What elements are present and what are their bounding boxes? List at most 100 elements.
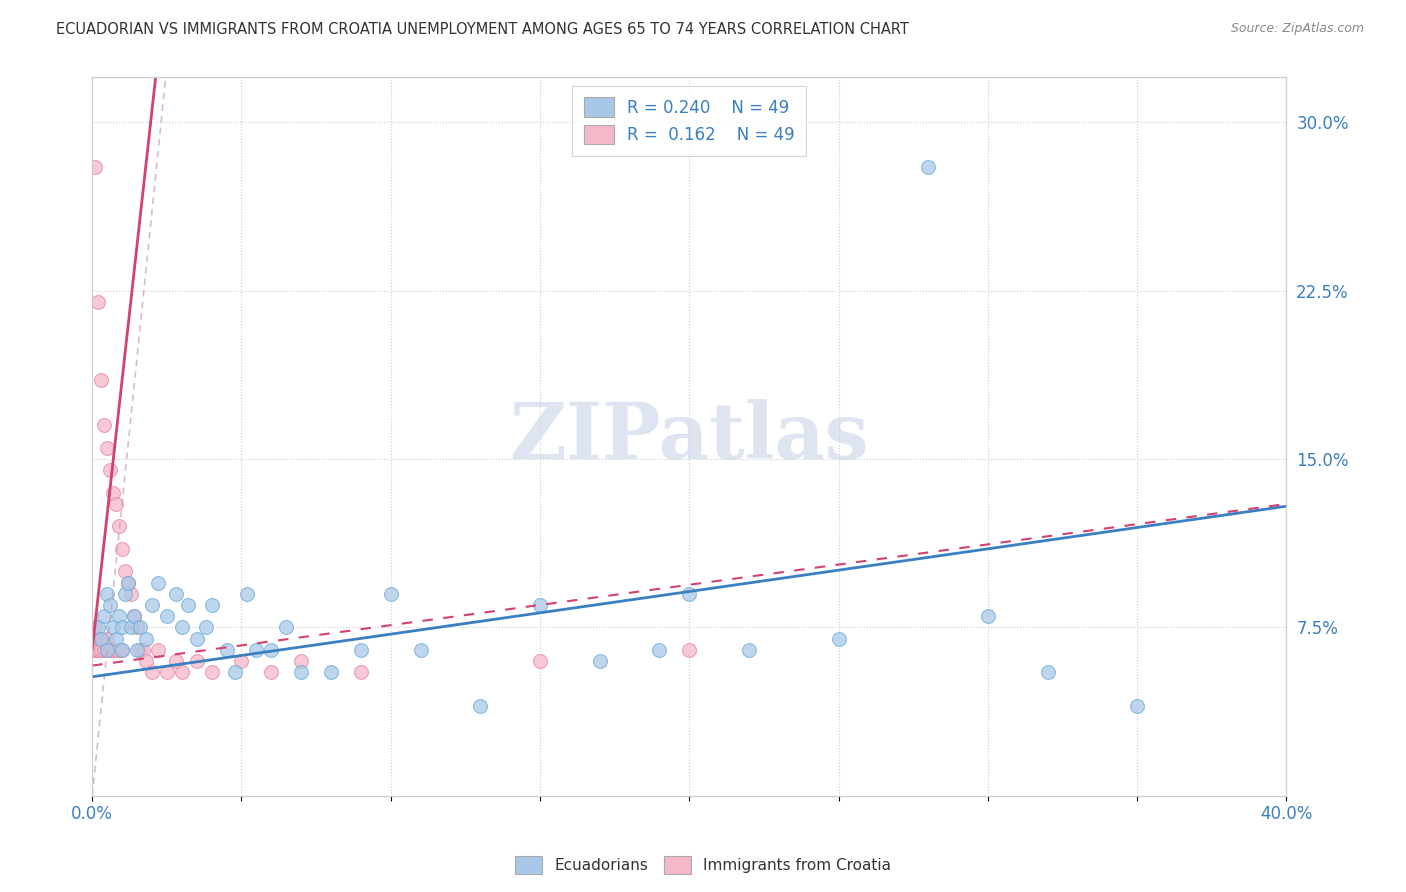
Point bbox=[114, 564, 136, 578]
Point bbox=[165, 587, 187, 601]
Point bbox=[678, 587, 700, 601]
Point bbox=[82, 632, 104, 646]
Point bbox=[135, 654, 157, 668]
Point bbox=[186, 632, 208, 646]
Point bbox=[108, 519, 131, 533]
Point bbox=[98, 643, 121, 657]
Point bbox=[90, 632, 112, 646]
Point bbox=[129, 643, 152, 657]
Point bbox=[105, 643, 128, 657]
Point bbox=[165, 654, 187, 668]
Point bbox=[90, 643, 112, 657]
Point bbox=[98, 598, 121, 612]
Point bbox=[1036, 665, 1059, 680]
Point bbox=[122, 609, 145, 624]
Point bbox=[125, 620, 148, 634]
Point bbox=[93, 643, 115, 657]
Point bbox=[87, 632, 110, 646]
Legend: Ecuadorians, Immigrants from Croatia: Ecuadorians, Immigrants from Croatia bbox=[509, 850, 897, 880]
Point bbox=[96, 643, 118, 657]
Point bbox=[87, 294, 110, 309]
Point bbox=[589, 654, 612, 668]
Point bbox=[111, 643, 134, 657]
Point bbox=[125, 643, 148, 657]
Point bbox=[827, 632, 849, 646]
Point bbox=[111, 620, 134, 634]
Point bbox=[678, 643, 700, 657]
Point bbox=[84, 160, 107, 174]
Point bbox=[101, 643, 124, 657]
Point bbox=[129, 620, 152, 634]
Point bbox=[260, 665, 283, 680]
Point bbox=[87, 643, 110, 657]
Point bbox=[146, 575, 169, 590]
Point bbox=[98, 463, 121, 477]
Text: Source: ZipAtlas.com: Source: ZipAtlas.com bbox=[1230, 22, 1364, 36]
Point bbox=[738, 643, 761, 657]
Point bbox=[201, 665, 224, 680]
Point bbox=[201, 598, 224, 612]
Point bbox=[96, 643, 118, 657]
Point bbox=[319, 665, 342, 680]
Point bbox=[120, 620, 142, 634]
Point bbox=[105, 497, 128, 511]
Text: ECUADORIAN VS IMMIGRANTS FROM CROATIA UNEMPLOYMENT AMONG AGES 65 TO 74 YEARS COR: ECUADORIAN VS IMMIGRANTS FROM CROATIA UN… bbox=[56, 22, 910, 37]
Point bbox=[177, 598, 200, 612]
Point bbox=[90, 374, 112, 388]
Point bbox=[87, 643, 110, 657]
Point bbox=[977, 609, 1000, 624]
Point bbox=[231, 654, 253, 668]
Point bbox=[84, 620, 107, 634]
Point bbox=[90, 632, 112, 646]
Point bbox=[648, 643, 671, 657]
Point bbox=[170, 665, 193, 680]
Point bbox=[156, 609, 179, 624]
Legend: R = 0.240    N = 49, R =  0.162    N = 49: R = 0.240 N = 49, R = 0.162 N = 49 bbox=[572, 86, 807, 156]
Point bbox=[156, 665, 179, 680]
Point bbox=[84, 643, 107, 657]
Point bbox=[380, 587, 402, 601]
Point bbox=[132, 643, 155, 657]
Point bbox=[96, 632, 118, 646]
Point bbox=[135, 632, 157, 646]
Point bbox=[194, 620, 217, 634]
Point bbox=[290, 654, 312, 668]
Point bbox=[186, 654, 208, 668]
Point bbox=[84, 643, 107, 657]
Point bbox=[111, 643, 134, 657]
Point bbox=[141, 598, 163, 612]
Point bbox=[101, 620, 124, 634]
Point bbox=[350, 643, 373, 657]
Point bbox=[105, 632, 128, 646]
Point bbox=[87, 620, 110, 634]
Point bbox=[409, 643, 432, 657]
Point bbox=[93, 418, 115, 433]
Point bbox=[122, 609, 145, 624]
Point bbox=[224, 665, 246, 680]
Point bbox=[101, 485, 124, 500]
Text: ZIPatlas: ZIPatlas bbox=[509, 399, 869, 475]
Point bbox=[470, 698, 492, 713]
Point bbox=[276, 620, 298, 634]
Point bbox=[96, 441, 118, 455]
Point bbox=[96, 587, 118, 601]
Point bbox=[108, 609, 131, 624]
Point bbox=[917, 160, 939, 174]
Point bbox=[260, 643, 283, 657]
Point bbox=[141, 665, 163, 680]
Point bbox=[114, 587, 136, 601]
Point bbox=[108, 643, 131, 657]
Point bbox=[350, 665, 373, 680]
Point bbox=[93, 609, 115, 624]
Point bbox=[290, 665, 312, 680]
Point bbox=[111, 541, 134, 556]
Point bbox=[529, 598, 551, 612]
Point bbox=[117, 575, 139, 590]
Point bbox=[120, 587, 142, 601]
Point bbox=[236, 587, 259, 601]
Point bbox=[215, 643, 238, 657]
Point bbox=[82, 643, 104, 657]
Point bbox=[245, 643, 267, 657]
Point bbox=[529, 654, 551, 668]
Point bbox=[117, 575, 139, 590]
